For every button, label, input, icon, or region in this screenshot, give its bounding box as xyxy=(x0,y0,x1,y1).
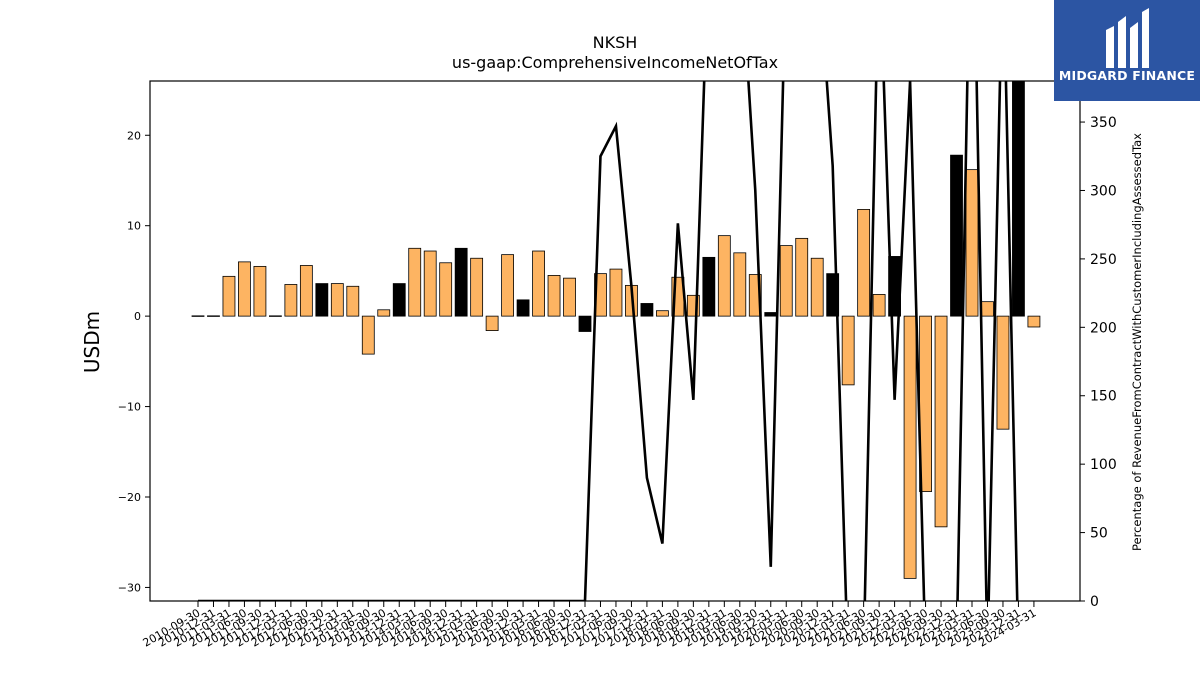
y-tick-label: −30 xyxy=(118,581,141,594)
bar xyxy=(207,315,220,317)
bar xyxy=(578,315,592,332)
bar xyxy=(191,315,205,317)
bar xyxy=(238,261,251,317)
bar xyxy=(330,283,344,317)
bar xyxy=(423,250,437,317)
bar xyxy=(903,315,917,579)
y2-tick-label: 150 xyxy=(1090,389,1117,405)
bar xyxy=(872,294,886,317)
bar xyxy=(702,256,716,317)
bar xyxy=(640,303,654,317)
bar xyxy=(532,250,545,317)
y-axis-label: USDm xyxy=(80,311,104,373)
bar xyxy=(981,301,994,317)
bar xyxy=(361,315,375,355)
y2-tick-label: 50 xyxy=(1090,526,1108,542)
y-tick-label: 20 xyxy=(127,129,141,142)
y-tick-label: −20 xyxy=(118,491,141,504)
y2-tick-label: 300 xyxy=(1090,183,1117,199)
bar xyxy=(779,245,793,317)
bar xyxy=(268,315,282,317)
bar xyxy=(392,283,406,317)
bar xyxy=(764,312,778,317)
bar xyxy=(810,257,824,317)
bar xyxy=(299,265,313,317)
bar xyxy=(454,247,468,317)
y-tick-label: 0 xyxy=(134,310,141,323)
bar xyxy=(965,169,979,317)
y2-tick-label: 350 xyxy=(1090,115,1117,131)
bar xyxy=(1012,81,1025,317)
bar xyxy=(996,315,1010,430)
y2-tick-label: 100 xyxy=(1090,457,1117,473)
bar xyxy=(346,285,360,317)
bar xyxy=(857,209,871,317)
bar xyxy=(516,299,530,317)
bar xyxy=(717,235,731,317)
chart-title: NKSH xyxy=(593,33,638,52)
plot-area: −30−20−10010200501001502002503003502010-… xyxy=(118,80,1117,650)
bar xyxy=(563,277,576,317)
bar xyxy=(1027,315,1041,328)
bar xyxy=(950,154,963,317)
y2-tick-label: 250 xyxy=(1090,252,1117,268)
y2-axis-label: Percentage of RevenueFromContractWithCus… xyxy=(1130,133,1144,551)
bar xyxy=(733,252,747,317)
bar xyxy=(485,315,499,332)
bar xyxy=(609,268,623,317)
bar xyxy=(501,254,515,317)
brand-logo: MIDGARD FINANCE xyxy=(1054,0,1200,101)
bar xyxy=(439,262,453,317)
bar xyxy=(934,315,948,528)
y2-tick-label: 0 xyxy=(1090,594,1099,610)
bar-series xyxy=(191,81,1041,579)
bar xyxy=(315,283,329,317)
chart-subtitle: us-gaap:ComprehensiveIncomeNetOfTax xyxy=(452,53,778,72)
bar xyxy=(656,310,669,317)
bar xyxy=(841,315,855,386)
y-tick-label: −10 xyxy=(118,401,141,414)
y2-tick-label: 200 xyxy=(1090,320,1117,336)
bar xyxy=(408,247,422,317)
line-series xyxy=(198,81,1019,601)
bar xyxy=(377,309,391,317)
midgard-logo-icon xyxy=(1106,8,1149,68)
bar xyxy=(795,237,809,317)
bar xyxy=(284,284,298,317)
bar xyxy=(470,257,484,317)
logo-text: MIDGARD FINANCE xyxy=(1058,68,1196,83)
y-tick-label: 10 xyxy=(127,220,141,233)
bar xyxy=(547,275,561,317)
plot-frame xyxy=(149,80,1081,602)
bar xyxy=(253,265,267,317)
bar xyxy=(222,275,236,317)
